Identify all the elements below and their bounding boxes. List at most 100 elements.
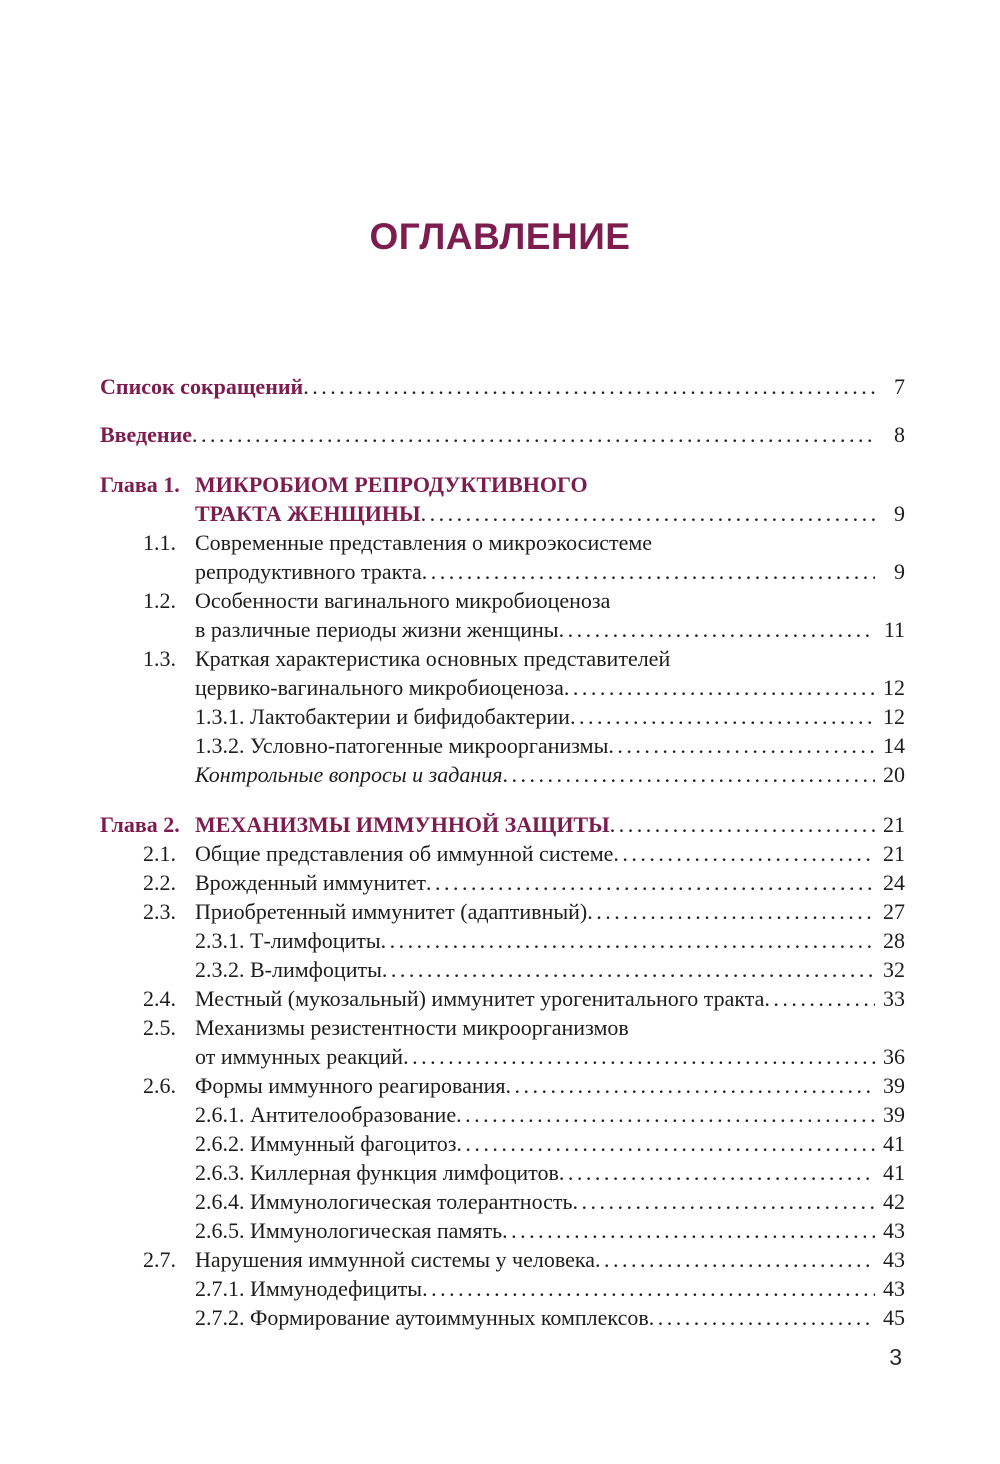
- toc-entry-text: репродуктивного тракта: [195, 559, 422, 584]
- toc-subsection-entry: 2.7.2. Формирование аутоиммунных комплек…: [100, 1303, 905, 1332]
- dot-leader: [422, 557, 875, 586]
- toc-entry-number: [100, 1158, 195, 1187]
- dot-leader: [564, 673, 875, 702]
- toc-entry-number: [100, 1100, 195, 1129]
- toc-entry-number: 2.4.: [143, 986, 176, 1011]
- dot-leader: [403, 1042, 875, 1071]
- toc-entry-number: 2.1.: [143, 841, 176, 866]
- toc-chapter-entry: Глава 1. МИКРОБИОМ РЕПРОДУКТИВНОГО ТРАКТА …: [100, 470, 905, 528]
- toc-entry-line: МЕХАНИЗМЫ ИММУННОЙ ЗАЩИТЫ 21: [195, 810, 905, 839]
- toc-subsection-entry: 1.3.2. Условно-патогенные микроорганизмы…: [100, 731, 905, 760]
- toc-page-number: 36: [883, 1044, 905, 1069]
- toc-entry-number: [100, 926, 195, 955]
- toc-page-number: 45: [883, 1305, 905, 1330]
- toc-subsection-entry: 2.3.1. Т-лимфоциты 28: [100, 926, 905, 955]
- toc-entry-number: 2.7.: [143, 1247, 176, 1272]
- toc-entry-text: 2.6.3. Киллерная функция лимфоцитов: [195, 1160, 559, 1185]
- toc-page-number: 27: [883, 899, 905, 924]
- toc-subsection-entry: 1.3.1. Лактобактерии и бифидобактерии 12: [100, 702, 905, 731]
- toc-page-number: 43: [883, 1218, 905, 1243]
- toc-entry-text: 1.3.1. Лактобактерии и бифидобактерии: [195, 704, 570, 729]
- toc-entry-number: Глава 1.: [100, 472, 180, 497]
- toc-entry-number: [100, 1129, 195, 1158]
- toc-page-number: 33: [883, 986, 905, 1011]
- dot-leader: [192, 420, 875, 449]
- toc-page-number: 39: [883, 1073, 905, 1098]
- toc-section-entry: 2.5. Механизмы резистентности микрооргани…: [100, 1013, 905, 1071]
- dot-leader: [570, 702, 875, 731]
- toc-entry-line: Местный (мукозальный) иммунитет урогенит…: [195, 984, 905, 1013]
- toc-entry-text: 2.3.1. Т-лимфоциты: [195, 928, 381, 953]
- toc-page-number: 24: [883, 870, 905, 895]
- dot-leader: [559, 615, 875, 644]
- toc-entry-text: Особенности вагинального микробиоценоза: [195, 588, 611, 613]
- toc-entry-line: 1.3.1. Лактобактерии и бифидобактерии 12: [195, 702, 905, 731]
- toc-entry-number: 2.3.: [143, 899, 176, 924]
- toc-subsection-entry: 2.6.4. Иммунологическая толерантность 42: [100, 1187, 905, 1216]
- toc-subsection-entry: 2.6.2. Иммунный фагоцитоз 41: [100, 1129, 905, 1158]
- toc-section-entry: 2.2. Врожденный иммунитет 24: [100, 868, 905, 897]
- dot-leader: [456, 1129, 875, 1158]
- toc-entry-line: 1.3.2. Условно-патогенные микроорганизмы…: [195, 731, 905, 760]
- toc-entry-line: Врожденный иммунитет 24: [195, 868, 905, 897]
- dot-leader: [422, 1274, 875, 1303]
- dot-leader: [587, 897, 875, 926]
- toc-entry-text: Общие представления об иммунной системе: [195, 841, 614, 866]
- toc-entry-line: от иммунных реакций 36: [195, 1042, 905, 1071]
- toc-entry-line: Приобретенный иммунитет (адаптивный) 27: [195, 897, 905, 926]
- toc-subsection-entry: 2.6.5. Иммунологическая память 43: [100, 1216, 905, 1245]
- toc-entry-line: Введение 8: [100, 420, 905, 449]
- toc-page-number: 12: [883, 675, 905, 700]
- toc-entry-line: 2.7.1. Иммунодефициты 43: [195, 1274, 905, 1303]
- toc-section-entry: 2.6. Формы иммунного реагирования 39: [100, 1071, 905, 1100]
- toc-entry-number: [100, 1274, 195, 1303]
- toc-entry-text: МЕХАНИЗМЫ ИММУННОЙ ЗАЩИТЫ: [195, 812, 610, 837]
- toc-page-number: 20: [883, 762, 905, 787]
- dot-leader: [613, 839, 875, 868]
- toc-entry-number: Глава 2.: [100, 812, 180, 837]
- toc-entry-text: Введение: [100, 422, 193, 447]
- toc-entry-text: Современные представления о микроэкосист…: [195, 530, 653, 555]
- toc-section-entry: 1.3. Краткая характеристика основных пред…: [100, 644, 905, 702]
- dot-leader: [608, 731, 875, 760]
- toc-entry-text: в различные периоды жизни женщины: [195, 617, 559, 642]
- page-title: ОГЛАВЛЕНИЕ: [369, 216, 631, 257]
- dot-leader: [649, 1303, 875, 1332]
- toc-page-number: 11: [883, 617, 905, 642]
- toc-entry-line: Список сокращений 7: [100, 372, 905, 401]
- dot-leader: [573, 1187, 875, 1216]
- toc-entry-number: [100, 1303, 195, 1332]
- toc-entry-line: 2.6.3. Киллерная функция лимфоцитов 41: [195, 1158, 905, 1187]
- dot-leader: [421, 499, 875, 528]
- toc-entry-text: Формы иммунного реагирования: [195, 1073, 506, 1098]
- toc-entry-line: Общие представления об иммунной системе 2…: [195, 839, 905, 868]
- toc-entry-line: Нарушения иммунной системы у человека 43: [195, 1245, 905, 1274]
- toc-entry-line: 2.6.1. Антителообразование 39: [195, 1100, 905, 1129]
- toc-entry-text: Краткая характеристика основных представ…: [195, 646, 671, 671]
- toc-entry-line: репродуктивного тракта 9: [195, 557, 905, 586]
- toc-entry-line: 2.6.4. Иммунологическая толерантность 42: [195, 1187, 905, 1216]
- toc-entry-text: 1.3.2. Условно-патогенные микроорганизмы: [195, 733, 609, 758]
- toc-entry-text: 2.3.2. В-лимфоциты: [195, 957, 382, 982]
- toc-section-entry: 2.4. Местный (мукозальный) иммунитет урог…: [100, 984, 905, 1013]
- toc-section-entry: 2.1. Общие представления об иммунной сист…: [100, 839, 905, 868]
- toc-entry-line: 2.6.5. Иммунологическая память 43: [195, 1216, 905, 1245]
- toc-entry-number: [100, 731, 195, 760]
- dot-leader: [456, 1100, 875, 1129]
- toc-entry-number: 1.2.: [143, 588, 176, 613]
- toc-page-number: 8: [894, 422, 905, 447]
- toc-entry-text: Местный (мукозальный) иммунитет урогенит…: [195, 986, 765, 1011]
- toc-subsection-entry: 2.3.2. В-лимфоциты 32: [100, 955, 905, 984]
- toc-front-entry: Список сокращений 7: [100, 372, 905, 401]
- toc-page-number: 32: [883, 957, 905, 982]
- toc-subsection-entry: 2.6.1. Антителообразование 39: [100, 1100, 905, 1129]
- toc-page-number: 42: [883, 1189, 905, 1214]
- toc-entry-text: 2.7.2. Формирование аутоиммунных комплек…: [195, 1305, 649, 1330]
- dot-leader: [610, 810, 875, 839]
- toc-page-number: 9: [894, 559, 905, 584]
- toc-entry-number: 2.6.: [143, 1073, 176, 1098]
- toc-entry-number: 2.2.: [143, 870, 176, 895]
- toc-entry-text: Врожденный иммунитет: [195, 870, 427, 895]
- toc-entry-text: 2.6.1. Антителообразование: [195, 1102, 457, 1127]
- toc-entry-line: 2.7.2. Формирование аутоиммунных комплек…: [195, 1303, 905, 1332]
